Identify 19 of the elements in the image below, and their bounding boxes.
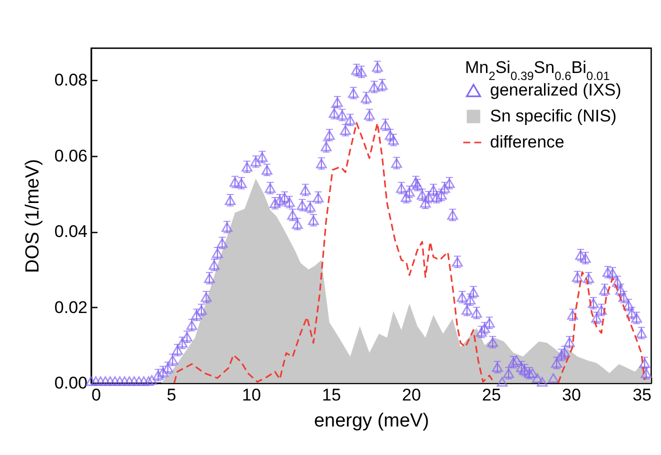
legend-label: Sn specific (NIS) <box>490 106 617 126</box>
x-tick-label: 15 <box>322 386 341 404</box>
y-axis-title: DOS (1/meV) <box>22 158 44 274</box>
x-tick-label: 25 <box>482 386 501 404</box>
y-tick-label: 0.00 <box>54 374 88 392</box>
x-axis-title: energy (meV) <box>314 410 430 432</box>
legend-label: difference <box>490 132 564 152</box>
x-tick-label: 10 <box>242 386 261 404</box>
y-tick-label: 0.02 <box>54 298 88 317</box>
x-tick-label: 35 <box>632 386 652 404</box>
x-tick-label: 5 <box>166 386 176 404</box>
y-tick-label: 0.06 <box>54 146 88 166</box>
legend-title: Mn$_{2}$Si$_{0.39}$Sn$_{0.6}$Bi$_{0.01}$ <box>465 58 610 83</box>
y-tick-label: 0.04 <box>54 222 88 242</box>
legend-label: generalized (IXS) <box>490 80 622 100</box>
x-tick-label: 20 <box>402 386 421 404</box>
y-tick-label: 0.08 <box>54 70 88 90</box>
x-tick-label: 30 <box>562 386 581 404</box>
x-tick-label: 0 <box>92 386 101 404</box>
